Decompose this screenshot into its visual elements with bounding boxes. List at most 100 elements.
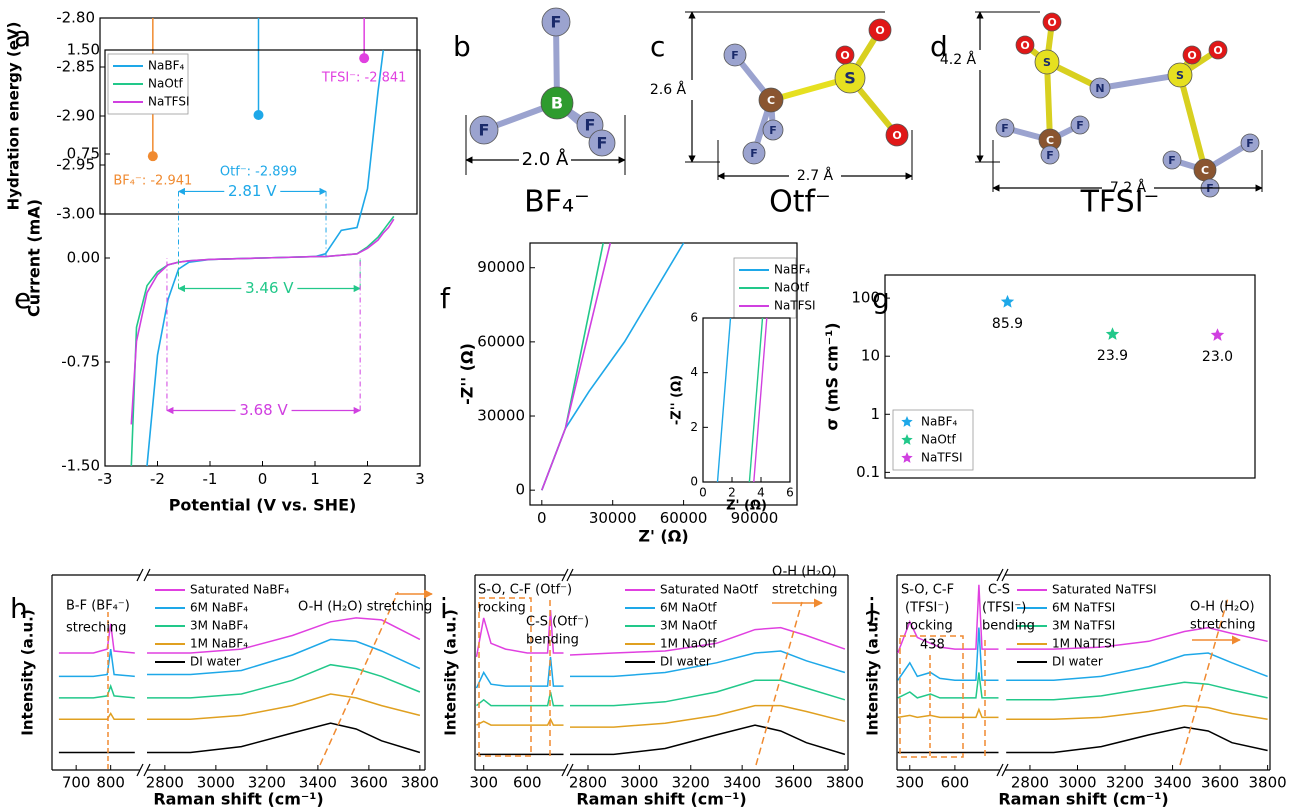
x-tick-label: 3 <box>415 470 425 488</box>
legend-label: DI water <box>660 655 711 669</box>
y-tick-label: -2.85 <box>56 58 95 76</box>
legend-label: 1M NaTFSI <box>1052 637 1115 651</box>
atom-label: F <box>551 13 562 32</box>
annotation: B-F (BF₄⁻) <box>66 599 130 614</box>
dashed-guide <box>900 636 963 757</box>
annotation: rocking <box>478 601 526 616</box>
atom-label: O <box>892 129 901 142</box>
legend-label: Saturated NaOtf <box>660 583 759 597</box>
atom-label: F <box>585 116 596 135</box>
y-axis-label: Intensity (a.u.) <box>442 609 460 735</box>
spectrum <box>1006 653 1267 680</box>
dimension-label: 2.7 Å <box>797 167 834 184</box>
annotation: stretching <box>1190 618 1256 633</box>
legend-label: DI water <box>1052 655 1103 669</box>
dimension-label: 2.0 Å <box>522 148 569 170</box>
y-tick-label: 10 <box>861 347 880 365</box>
annotation: (TFSI⁻) <box>982 601 1026 616</box>
y-tick-label: 0.00 <box>67 249 100 267</box>
series-line <box>131 219 394 424</box>
y-tick-label: 6 <box>690 311 698 325</box>
legend-label: Saturated NaBF₄ <box>190 583 290 597</box>
x-tick-label: 0 <box>699 485 707 499</box>
y-tick-label: -2.80 <box>56 9 95 27</box>
annotation: C-S (Otf⁻) <box>526 615 589 630</box>
y-tick-label: 0 <box>515 481 525 499</box>
x-tick-label: 6 <box>786 485 794 499</box>
atom-label: F <box>750 147 758 160</box>
legend-label: 3M NaOtf <box>660 619 717 633</box>
legend-label: 3M NaBF₄ <box>190 619 248 633</box>
legend-label: NaTFSI <box>774 299 816 313</box>
x-tick-label: 3800 <box>1249 774 1287 792</box>
y-tick-label: 1.50 <box>67 41 100 59</box>
x-tick-label: 4 <box>757 485 765 499</box>
atom-label: O <box>840 49 849 62</box>
y-axis-label: -Z'' (Ω) <box>670 375 685 425</box>
panel-label: b <box>453 30 471 63</box>
atom-label: S <box>844 69 856 88</box>
figure: -2.80-2.85-2.90-2.95-3.00BF₄⁻: -2.941Otf… <box>0 0 1293 810</box>
legend-label: NaBF₄ <box>921 415 957 429</box>
annotation: bending <box>982 619 1035 634</box>
atom-label: F <box>597 134 608 153</box>
annotation: (TFSI⁻) <box>905 601 949 616</box>
x-tick-label: 3800 <box>401 774 439 792</box>
value-label: 23.0 <box>1202 349 1233 365</box>
y-tick-label: 2 <box>690 420 698 434</box>
bond <box>1180 75 1205 170</box>
star-marker <box>1106 327 1119 340</box>
annotation: streching <box>66 621 126 636</box>
panel-label: g <box>872 282 890 315</box>
atom-label: S <box>1176 69 1184 82</box>
legend-label: NaOtf <box>921 433 956 447</box>
panel-label: e <box>14 282 31 315</box>
x-tick-label: 1 <box>310 470 320 488</box>
spectrum <box>1006 682 1267 700</box>
spectrum <box>570 680 845 705</box>
y-axis-label: σ (mS cm⁻¹) <box>823 322 842 430</box>
y-tick-label: 60000 <box>477 332 525 350</box>
atom-label: N <box>1095 82 1104 95</box>
atom-label: C <box>1046 134 1054 147</box>
spectrum <box>147 665 420 698</box>
y-tick-label: 4 <box>690 365 698 379</box>
x-tick-label: 3600 <box>350 774 388 792</box>
annotation: O-H (H₂O) <box>1190 600 1255 615</box>
spectrum <box>147 618 420 653</box>
y-tick-label: 0.1 <box>856 463 880 481</box>
stem-marker <box>359 53 369 63</box>
value-label: 85.9 <box>992 316 1023 332</box>
annotation: S-O, C-F (Otf⁻) <box>478 583 572 598</box>
annotation: 3.68 V <box>239 401 288 419</box>
atom-label: B <box>551 94 563 113</box>
spectrum <box>1006 706 1267 720</box>
y-tick-label: 30000 <box>477 407 525 425</box>
y-tick-label: 90000 <box>477 258 525 276</box>
stem-marker <box>254 110 264 120</box>
y-tick-label: 1 <box>870 405 880 423</box>
atom-label: O <box>875 24 884 37</box>
legend-label: NaOtf <box>148 77 183 91</box>
legend-label: 1M NaBF₄ <box>190 637 248 651</box>
x-tick-label: 300 <box>469 774 498 792</box>
x-tick-label: -1 <box>203 470 218 488</box>
dashed-guide <box>756 602 802 765</box>
y-tick-label: -1.50 <box>61 457 100 475</box>
x-tick-label: 0 <box>537 509 547 527</box>
annotation: 438 <box>920 638 945 653</box>
structure-name: BF₄⁻ <box>524 185 590 220</box>
x-tick-label: 3800 <box>826 774 864 792</box>
legend-label: Saturated NaTFSI <box>1052 583 1157 597</box>
x-tick-label: 60000 <box>660 509 708 527</box>
x-tick-label: 300 <box>895 774 924 792</box>
value-label: TFSI⁻: -2.841 <box>321 71 407 86</box>
dimension-label: 2.6 Å <box>650 81 687 98</box>
series-line <box>542 243 611 490</box>
spectrum <box>59 714 135 720</box>
annotation: O-H (H₂O) <box>772 565 837 580</box>
y-tick-label: -3.00 <box>56 205 95 223</box>
legend-label: 6M NaBF₄ <box>190 601 248 615</box>
annotation: C-S <box>988 583 1010 598</box>
annotation: stretching <box>772 583 838 598</box>
